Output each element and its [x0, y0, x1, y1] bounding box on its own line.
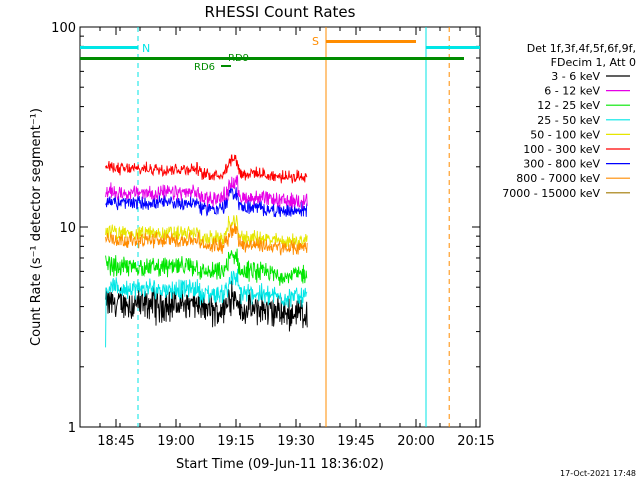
- footer-date: 17-Oct-2021 17:48: [560, 469, 636, 478]
- legend-entry-label: 800 - 7000 keV: [516, 172, 600, 185]
- legend-entry-label: 7000 - 15000 keV: [502, 187, 600, 200]
- x-tick-label: 20:15: [457, 434, 494, 449]
- series-trace: [105, 215, 308, 250]
- series-trace: [105, 174, 308, 209]
- x-tick-label: 19:45: [337, 434, 374, 449]
- legend-header-line: FDecim 1, Att 0: [551, 56, 636, 69]
- night-flag-label: N: [142, 42, 150, 55]
- x-tick-label: 19:30: [277, 434, 314, 449]
- x-axis-label: Start Time (09-Jun-11 18:36:02): [176, 457, 384, 472]
- y-axis-label: Count Rate (s⁻¹ detector segment⁻¹): [29, 108, 44, 346]
- series-trace: [105, 154, 308, 184]
- saa-flag-label: S: [312, 35, 319, 48]
- x-tick-label: 19:00: [157, 434, 194, 449]
- series-trace: [105, 280, 308, 332]
- legend-entry-label: 25 - 50 keV: [537, 114, 600, 127]
- legend-entry-label: 3 - 6 keV: [551, 70, 600, 83]
- rd9-label: RD9: [228, 53, 249, 64]
- saa-flag-bar: [326, 40, 416, 43]
- plot-layer: 18:45 19:00 19:15 19:30 19:45 20:00 20:15 1 10 10…: [51, 21, 495, 449]
- legend-entry-label: 300 - 800 keV: [523, 158, 600, 171]
- x-tick-label: 19:15: [217, 434, 254, 449]
- legend-entry-label: 12 - 25 keV: [537, 99, 600, 112]
- plot-clipped: N S RD6 RD9: [80, 27, 480, 427]
- y-tick-label: 100: [51, 21, 76, 36]
- legend-header-line: Det 1f,3f,4f,5f,6f,9f,: [527, 42, 636, 55]
- chart-title: RHESSI Count Rates: [205, 3, 356, 21]
- y-tick-label: 1: [68, 421, 76, 436]
- legend-entry-label: 100 - 300 keV: [523, 143, 600, 156]
- decimation-flag-bar: [80, 57, 464, 60]
- night-flag-bar: [80, 46, 138, 49]
- series-trace: [105, 223, 308, 256]
- rd6-label: RD6: [194, 62, 215, 73]
- night-flag-bar: [426, 46, 480, 49]
- legend-entry-label: 50 - 100 keV: [530, 128, 600, 141]
- x-tick-label: 18:45: [97, 434, 134, 449]
- series-trace: [105, 268, 308, 348]
- y-tick-label: 10: [59, 221, 76, 236]
- legend-entry-label: 6 - 12 keV: [544, 85, 600, 98]
- x-tick-label: 20:00: [397, 434, 434, 449]
- rd6-flag-bar: [221, 65, 231, 67]
- series-trace: [105, 248, 308, 286]
- legend: Det 1f,3f,4f,5f,6f,9f,FDecim 1, Att 03 -…: [502, 42, 636, 200]
